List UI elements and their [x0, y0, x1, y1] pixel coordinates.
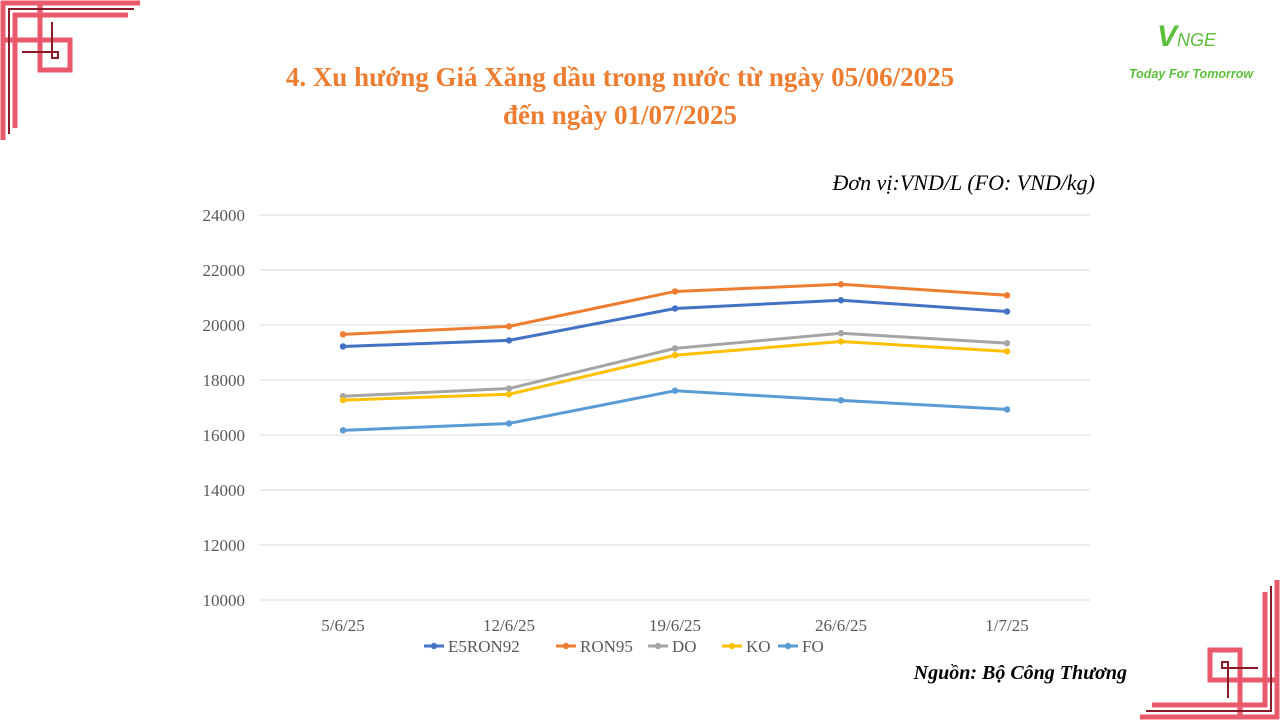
legend-item-fo: FO [778, 637, 824, 656]
x-tick-label: 1/7/25 [985, 616, 1028, 635]
data-point [505, 385, 513, 392]
data-point [339, 427, 347, 434]
data-point [505, 337, 513, 344]
data-point [837, 397, 845, 404]
corner-ornament-bottom-right [1140, 580, 1280, 720]
brand-logo: VNGE Today For Tomorrow [1125, 18, 1265, 88]
data-point [837, 338, 845, 345]
y-tick-label: 14000 [203, 481, 246, 500]
legend-swatch-marker [654, 642, 662, 650]
series-do [339, 330, 1011, 400]
legend-item-e5ron92: E5RON92 [424, 637, 520, 656]
legend-swatch-marker [562, 642, 570, 650]
x-tick-label: 5/6/25 [321, 616, 364, 635]
x-tick-label: 12/6/25 [483, 616, 535, 635]
y-tick-label: 12000 [203, 536, 246, 555]
data-point [671, 288, 679, 295]
data-point [671, 345, 679, 352]
y-tick-label: 10000 [203, 591, 246, 610]
legend-item-ron95: RON95 [556, 637, 633, 656]
logo-mark-rest: NGE [1177, 30, 1217, 50]
grid-lines [260, 214, 1090, 601]
source-label: Nguồn: Bộ Công Thương [913, 662, 1127, 684]
legend-item-do: DO [648, 637, 697, 656]
data-point [837, 330, 845, 337]
data-point [1003, 339, 1011, 347]
data-point [671, 387, 679, 394]
legend-label: KO [746, 637, 771, 656]
data-point [671, 352, 679, 359]
legend-label: RON95 [580, 637, 633, 656]
logo-mark: VNGE [1157, 20, 1216, 54]
series-ko [339, 338, 1011, 404]
page-title: 4. Xu hướng Giá Xăng dầu trong nước từ n… [200, 58, 1040, 134]
data-point [671, 305, 679, 312]
logo-mark-v: V [1157, 20, 1178, 53]
legend-label: DO [672, 637, 697, 656]
data-point [505, 420, 513, 427]
legend-swatch-marker [784, 642, 792, 650]
data-point [837, 281, 845, 288]
data-point [339, 396, 347, 404]
logo-tagline: Today For Tomorrow [1129, 67, 1254, 81]
legend: E5RON92 RON95 DO KO FO [424, 637, 824, 656]
legend-item-ko: KO [722, 637, 771, 656]
x-tick-label: 19/6/25 [649, 616, 701, 635]
title-line-2: đến ngày 01/07/2025 [502, 100, 738, 130]
y-tick-label: 24000 [203, 206, 246, 225]
data-point [339, 343, 347, 350]
data-point [339, 331, 347, 338]
data-point [837, 297, 845, 304]
unit-label: Đơn vị:VND/L (FO: VND/kg) [832, 170, 1095, 195]
data-point [1003, 292, 1011, 299]
y-tick-label: 20000 [203, 316, 246, 335]
data-point [505, 391, 513, 398]
title-line-1: 4. Xu hướng Giá Xăng dầu trong nước từ n… [285, 62, 955, 92]
series-lines [339, 281, 1011, 434]
y-tick-label: 18000 [203, 371, 246, 390]
series-fo [339, 387, 1011, 434]
data-point [1003, 406, 1011, 413]
legend-label: FO [802, 637, 824, 656]
data-point [505, 323, 513, 330]
x-tick-label: 26/6/25 [815, 616, 867, 635]
y-tick-label: 22000 [203, 261, 246, 280]
data-point [1003, 308, 1011, 315]
series-ron95 [339, 281, 1011, 338]
legend-swatch-marker [728, 642, 736, 650]
series-e5ron92 [339, 297, 1011, 350]
x-axis-ticks: 5/6/25 12/6/25 19/6/25 26/6/25 1/7/25 [321, 616, 1028, 635]
y-tick-label: 16000 [203, 426, 246, 445]
data-point [1003, 348, 1011, 355]
corner-ornament-top-left [0, 0, 140, 140]
legend-label: E5RON92 [448, 637, 520, 656]
y-axis-ticks: 10000 12000 14000 16000 18000 20000 22000 24000 [203, 206, 246, 610]
legend-swatch-marker [430, 642, 438, 650]
